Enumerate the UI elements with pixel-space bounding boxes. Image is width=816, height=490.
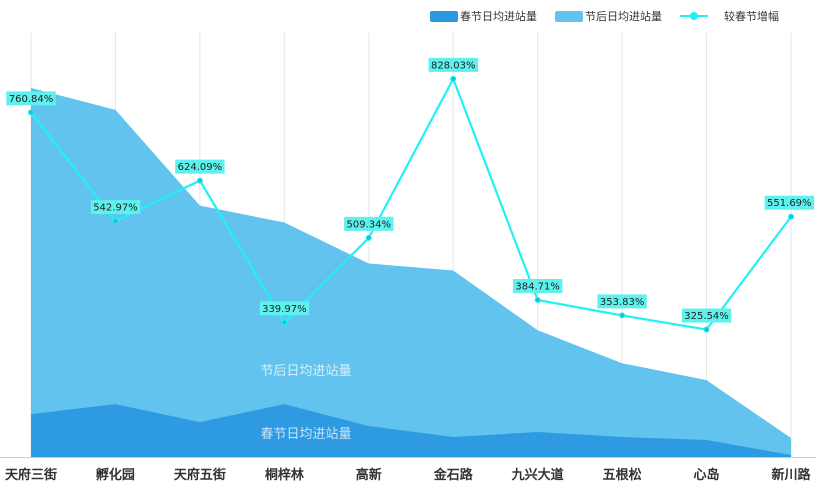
growth-label-8: 325.54% <box>684 311 729 322</box>
growth-label-box-6 <box>512 279 563 294</box>
growth-label-box-3 <box>259 301 310 316</box>
legend-label-growth: 较春节增幅 <box>724 9 779 23</box>
x-tick-label-6: 九兴大道 <box>511 467 564 483</box>
growth-point-3[interactable] <box>281 319 288 326</box>
line-series: 760.84% 542.97% 624.09% 339.97% 509.34% 828.0… <box>6 57 814 333</box>
legend-item-spring[interactable]: 春节日均进站量 <box>430 9 537 23</box>
growth-label-box-5 <box>428 57 478 72</box>
growth-label-box-1 <box>90 200 141 215</box>
growth-label-6: 384.71% <box>515 282 560 293</box>
grid-lines <box>0 33 816 458</box>
growth-label-9: 551.69% <box>767 198 812 209</box>
x-tick-label-0: 天府三街 <box>5 467 57 483</box>
growth-label-box-8 <box>681 308 732 323</box>
legend: 春节日均进站量 节后日均进站量 较春节增幅 <box>430 9 779 23</box>
growth-label-5: 828.03% <box>431 60 476 71</box>
growth-label-0: 760.84% <box>9 94 54 105</box>
growth-label-box-0 <box>6 91 56 106</box>
growth-label-2: 624.09% <box>178 162 223 173</box>
legend-item-growth[interactable]: 较春节增幅 <box>680 9 779 23</box>
area-after-festival <box>31 87 791 457</box>
growth-point-0[interactable] <box>28 109 34 116</box>
growth-point-5[interactable] <box>450 75 457 82</box>
legend-dot-growth <box>690 12 698 20</box>
x-tick-label-8: 心岛 <box>694 467 720 483</box>
legend-label-after: 节后日均进站量 <box>585 9 662 23</box>
growth-point-2[interactable] <box>196 177 203 184</box>
x-tick-label-7: 五根松 <box>603 467 642 483</box>
area-spring-festival <box>31 404 791 457</box>
growth-label-box-4 <box>344 216 394 231</box>
growth-point-1[interactable] <box>112 218 119 225</box>
growth-label-box-7 <box>597 294 647 309</box>
x-tick-label-2: 天府五街 <box>174 467 226 483</box>
x-axis-labels: 天府三街 孵化园 天府五街 桐梓林 高新 金石路 九兴大道 五根松 心岛 新川路 <box>5 467 812 483</box>
growth-label-7: 353.83% <box>600 297 645 308</box>
legend-swatch-after <box>555 11 583 22</box>
legend-swatch-spring <box>430 11 458 22</box>
area-label-spring: 春节日均进站量 <box>260 427 351 442</box>
area-label-after: 节后日均进站量 <box>260 364 351 379</box>
growth-point-4[interactable] <box>365 234 372 241</box>
x-tick-label-3: 桐梓林 <box>265 467 304 483</box>
growth-label-1: 542.97% <box>93 203 138 214</box>
x-tick-label-4: 高新 <box>356 467 382 483</box>
growth-label-box-2 <box>175 159 225 174</box>
growth-label-4: 509.34% <box>347 219 392 230</box>
growth-line <box>30 76 792 331</box>
legend-item-after[interactable]: 节后日均进站量 <box>555 9 662 23</box>
x-tick-label-5: 金石路 <box>433 467 474 483</box>
growth-point-8[interactable] <box>703 326 710 333</box>
x-tick-label-9: 新川路 <box>771 467 811 483</box>
growth-point-6[interactable] <box>534 297 541 304</box>
x-tick-label-1: 孵化园 <box>96 467 135 483</box>
growth-point-7[interactable] <box>619 312 626 319</box>
growth-label-box-9 <box>764 195 814 210</box>
area-series <box>31 87 791 457</box>
growth-point-9[interactable] <box>788 213 794 220</box>
growth-label-3: 339.97% <box>262 304 307 315</box>
legend-label-spring: 春节日均进站量 <box>460 9 537 23</box>
